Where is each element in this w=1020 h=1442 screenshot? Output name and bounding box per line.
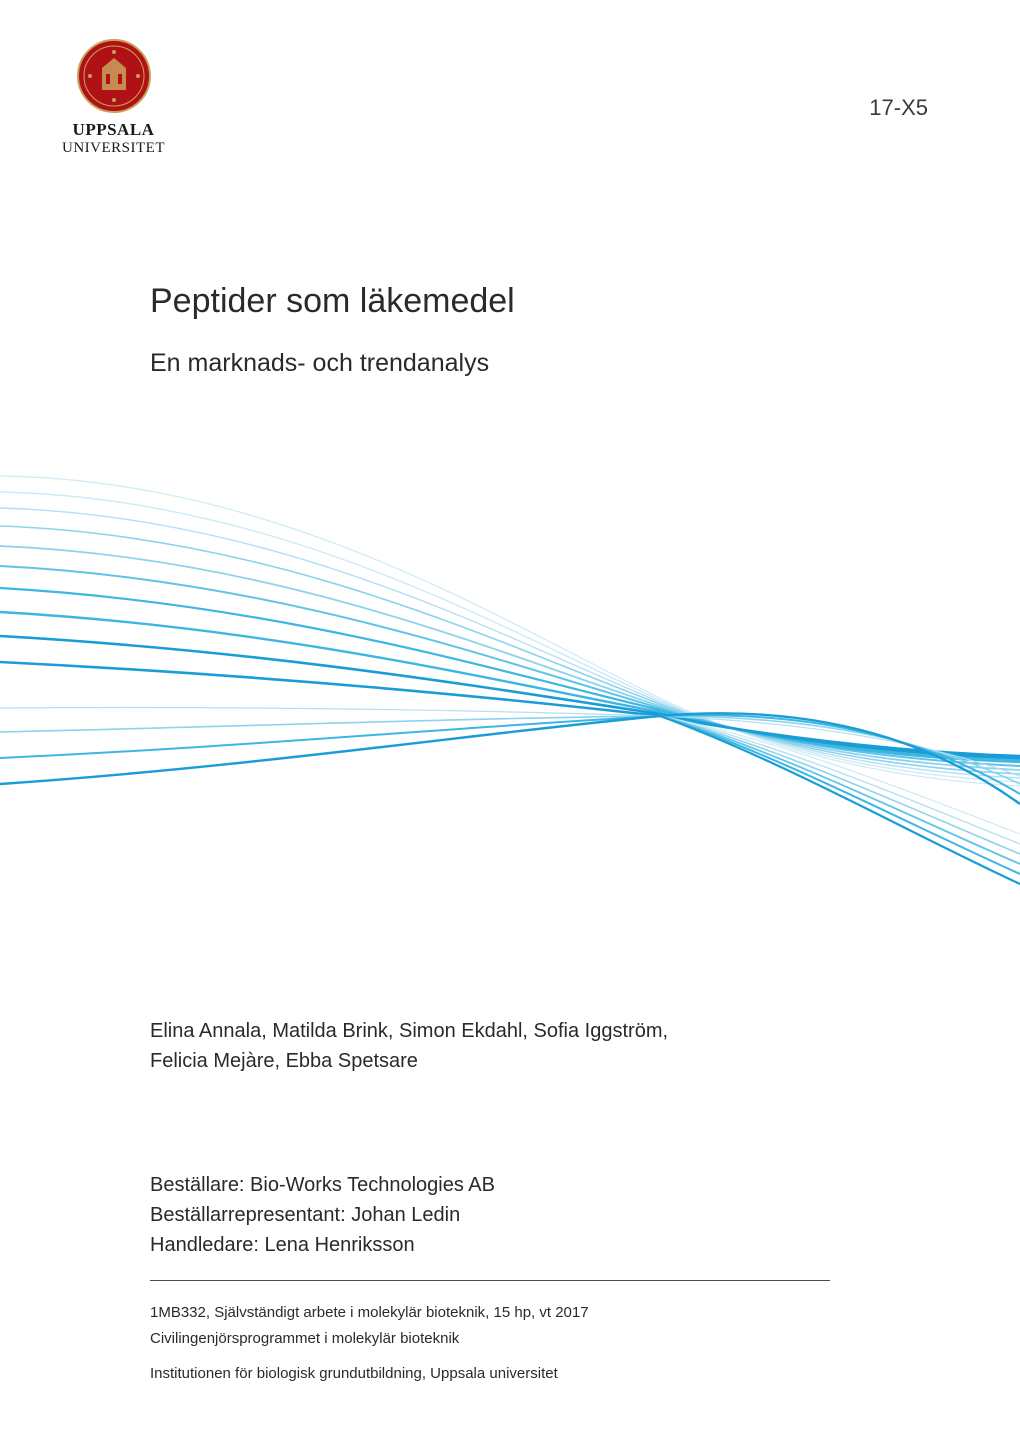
subtitle: En marknads- och trendanalys (150, 349, 515, 378)
authors-line-1: Elina Annala, Matilda Brink, Simon Ekdah… (150, 1016, 850, 1046)
logo-text-line2: UNIVERSITET (62, 140, 165, 157)
wave-graphic (0, 440, 1020, 920)
authors-line-2: Felicia Mejàre, Ebba Spetsare (150, 1046, 850, 1076)
document-id: 17-X5 (869, 95, 928, 121)
meta-block: Beställare: Bio-Works Technologies AB Be… (150, 1170, 830, 1260)
authors-block: Elina Annala, Matilda Brink, Simon Ekdah… (150, 1016, 850, 1076)
client-line: Beställare: Bio-Works Technologies AB (150, 1170, 830, 1200)
horizontal-rule (150, 1280, 830, 1281)
logo-text-line1: UPPSALA (62, 120, 165, 140)
course-line: 1MB332, Självständigt arbete i molekylär… (150, 1300, 850, 1326)
program-line: Civilingenjörsprogrammet i molekylär bio… (150, 1326, 850, 1352)
supervisor-line: Handledare: Lena Henriksson (150, 1230, 830, 1260)
university-seal-icon (76, 38, 152, 114)
footer-block: 1MB332, Självständigt arbete i molekylär… (150, 1300, 850, 1387)
institution-line: Institutionen för biologisk grundutbildn… (150, 1361, 850, 1387)
main-title: Peptider som läkemedel (150, 282, 515, 321)
university-logo-block: UPPSALA UNIVERSITET (62, 38, 165, 157)
client-rep-line: Beställarrepresentant: Johan Ledin (150, 1200, 830, 1230)
title-block: Peptider som läkemedel En marknads- och … (150, 282, 515, 378)
